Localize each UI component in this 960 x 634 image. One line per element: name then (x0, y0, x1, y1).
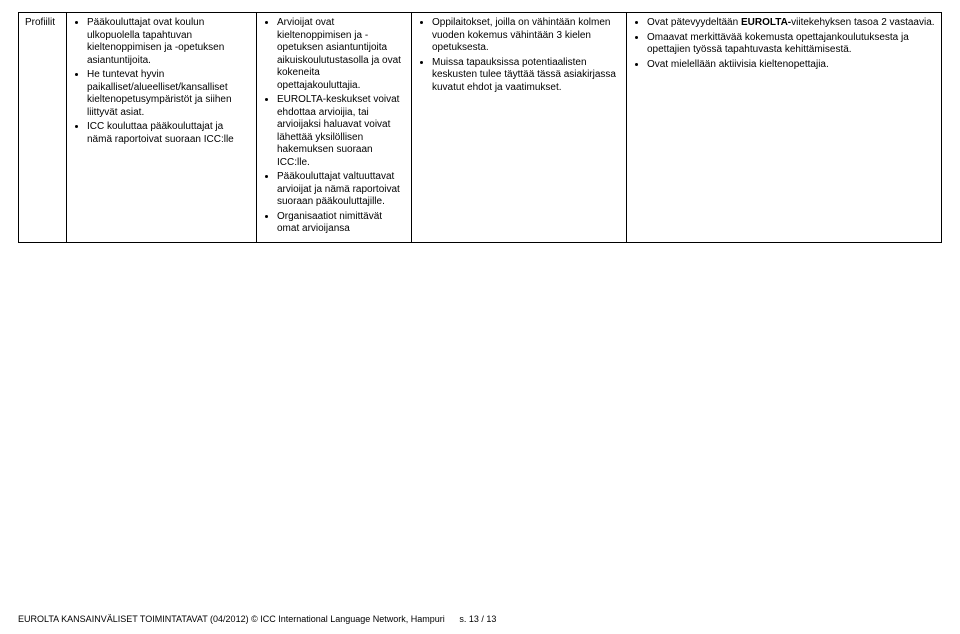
list-col3: Oppilaitokset, joilla on vähintään kolme… (418, 17, 620, 94)
list-item-text-part2: viitekehyksen tasoa 2 vastaavia. (791, 17, 934, 28)
page-footer: EUROLTA KANSAINVÄLISET TOIMINTATAVAT (04… (18, 614, 496, 624)
cell-col3: Oppilaitokset, joilla on vähintään kolme… (412, 13, 627, 243)
list-item: ICC kouluttaa pääkouluttajat ja nämä rap… (87, 121, 250, 146)
list-col1: Pääkouluttajat ovat koulun ulkopuolella … (73, 17, 250, 146)
list-item: Muissa tapauksissa potentiaalisten kesku… (432, 57, 620, 95)
list-item: He tuntevat hyvin paikalliset/alueellise… (87, 69, 250, 119)
list-col4: Ovat pätevyydeltään EUROLTA-viitekehykse… (633, 17, 935, 71)
list-item: Arvioijat ovat kieltenoppimisen ja -opet… (277, 17, 405, 92)
list-item: Ovat pätevyydeltään EUROLTA-viitekehykse… (647, 17, 935, 30)
list-item: Pääkouluttajat valtuuttavat arvioijat ja… (277, 171, 405, 209)
profiles-table: Profiilit Pääkouluttajat ovat koulun ulk… (18, 12, 942, 243)
list-item: Oppilaitokset, joilla on vähintään kolme… (432, 17, 620, 55)
list-col2: Arvioijat ovat kieltenoppimisen ja -opet… (263, 17, 405, 236)
bold-eurolta: EUROLTA- (741, 17, 791, 28)
cell-col1: Pääkouluttajat ovat koulun ulkopuolella … (67, 13, 257, 243)
row-header-label: Profiilit (25, 17, 55, 28)
row-header-cell: Profiilit (19, 13, 67, 243)
cell-col4: Ovat pätevyydeltään EUROLTA-viitekehykse… (627, 13, 942, 243)
list-item-text-part1: Ovat pätevyydeltään (647, 17, 741, 28)
footer-pagenum: s. 13 / 13 (459, 614, 496, 624)
table-row: Profiilit Pääkouluttajat ovat koulun ulk… (19, 13, 942, 243)
cell-col2: Arvioijat ovat kieltenoppimisen ja -opet… (257, 13, 412, 243)
list-item: Ovat mielellään aktiivisia kieltenopetta… (647, 59, 935, 72)
list-item: EUROLTA-keskukset voivat ehdottaa arvioi… (277, 94, 405, 169)
footer-text: EUROLTA KANSAINVÄLISET TOIMINTATAVAT (04… (18, 614, 445, 624)
list-item: Organisaatiot nimittävät omat arvioijans… (277, 211, 405, 236)
list-item: Pääkouluttajat ovat koulun ulkopuolella … (87, 17, 250, 67)
list-item: Omaavat merkittävää kokemusta opettajank… (647, 32, 935, 57)
